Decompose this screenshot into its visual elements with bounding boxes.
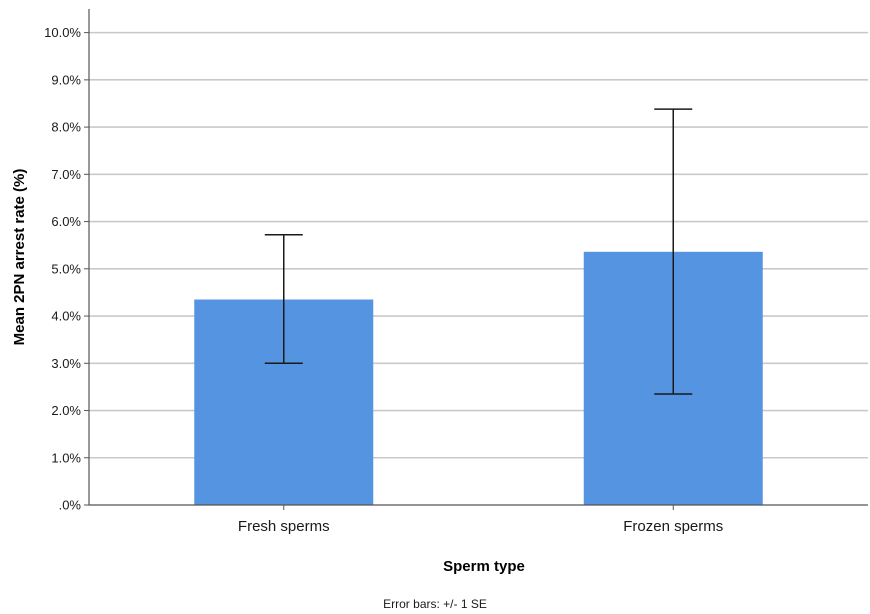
error-bars (264, 108, 693, 395)
axes (88, 9, 868, 506)
y-tick-label: 2.0% (51, 403, 81, 418)
y-tick-label: 7.0% (51, 167, 81, 182)
y-tick-labels: .0% 1.0% 2.0% 3.0% 4.0% 5.0% 6.0% 7.0% 8.0% 9.0% 1… (44, 25, 89, 513)
y-tick-label: 1.0% (51, 450, 81, 465)
y-tick-label: 5.0% (51, 261, 81, 276)
y-tick-label: 10.0% (44, 25, 81, 40)
y-tick-label: 8.0% (51, 120, 81, 135)
y-tick-label: 4.0% (51, 309, 81, 324)
x-tick-label: Frozen sperms (623, 518, 723, 535)
error-bars-footnote: Error bars: +/- 1 SE (383, 597, 487, 611)
x-tick-label: Fresh sperms (238, 518, 330, 535)
y-axis-title: Mean 2PN arrest rate (%) (11, 169, 28, 346)
y-tick-label: 6.0% (51, 214, 81, 229)
x-axis-title: Sperm type (443, 558, 525, 575)
y-tick-label: 9.0% (51, 72, 81, 87)
bars (194, 251, 763, 505)
y-tick-label: 3.0% (51, 356, 81, 371)
x-tick-labels: Fresh sperms Frozen sperms (238, 505, 723, 535)
y-tick-label: .0% (59, 498, 82, 513)
